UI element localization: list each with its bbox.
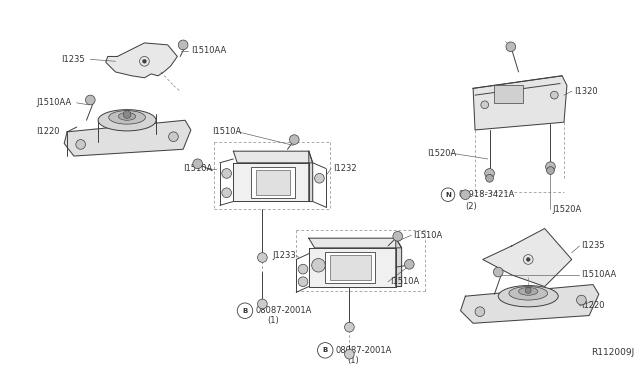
Ellipse shape xyxy=(499,286,558,307)
Bar xyxy=(330,254,371,280)
Text: R112009J: R112009J xyxy=(591,348,634,357)
Bar xyxy=(255,170,291,195)
Circle shape xyxy=(526,257,530,262)
Text: I1510A: I1510A xyxy=(212,127,241,137)
Circle shape xyxy=(312,259,325,272)
Circle shape xyxy=(484,169,494,178)
Polygon shape xyxy=(106,43,177,78)
Ellipse shape xyxy=(118,113,136,120)
Circle shape xyxy=(123,110,131,118)
Circle shape xyxy=(404,259,414,269)
Circle shape xyxy=(493,267,503,277)
Text: I1510AA: I1510AA xyxy=(191,46,226,55)
Circle shape xyxy=(550,91,558,99)
Circle shape xyxy=(257,299,268,309)
Circle shape xyxy=(344,349,354,359)
Text: 08087-2001A: 08087-2001A xyxy=(255,306,312,315)
Circle shape xyxy=(344,322,354,332)
Ellipse shape xyxy=(109,110,145,124)
Circle shape xyxy=(298,264,308,274)
Polygon shape xyxy=(396,238,401,286)
Ellipse shape xyxy=(98,110,156,131)
Polygon shape xyxy=(473,76,567,130)
Text: (1): (1) xyxy=(348,356,359,365)
Text: J1233: J1233 xyxy=(272,251,296,260)
Text: B: B xyxy=(323,347,328,353)
Text: I1520A: I1520A xyxy=(427,149,456,158)
Circle shape xyxy=(481,101,488,109)
Text: 08918-3421A: 08918-3421A xyxy=(459,190,515,199)
Circle shape xyxy=(86,95,95,105)
Polygon shape xyxy=(483,228,572,286)
Circle shape xyxy=(475,307,484,317)
Ellipse shape xyxy=(518,288,538,295)
Circle shape xyxy=(179,40,188,50)
Text: I1220: I1220 xyxy=(36,127,60,137)
Circle shape xyxy=(393,231,403,241)
Text: 08087-2001A: 08087-2001A xyxy=(336,346,392,355)
Circle shape xyxy=(143,60,147,63)
Circle shape xyxy=(525,288,531,293)
Bar xyxy=(494,86,524,103)
Text: (2): (2) xyxy=(465,202,477,211)
Bar xyxy=(251,167,295,198)
Polygon shape xyxy=(461,285,599,323)
Text: J1520A: J1520A xyxy=(552,205,582,214)
Text: I1510A: I1510A xyxy=(390,277,419,286)
Circle shape xyxy=(193,159,202,169)
Text: J1510AA: J1510AA xyxy=(36,98,72,108)
Polygon shape xyxy=(234,151,313,163)
Text: I1320: I1320 xyxy=(573,87,597,96)
Circle shape xyxy=(257,253,268,262)
Text: N: N xyxy=(445,192,451,198)
Ellipse shape xyxy=(509,286,548,300)
Circle shape xyxy=(506,42,516,52)
Text: I1235: I1235 xyxy=(581,241,605,250)
Bar xyxy=(325,252,376,283)
Text: B: B xyxy=(243,308,248,314)
Text: I1510A: I1510A xyxy=(413,231,442,240)
Polygon shape xyxy=(64,120,191,156)
Circle shape xyxy=(76,140,86,149)
Text: I1510A: I1510A xyxy=(183,164,212,173)
Text: I1510AA: I1510AA xyxy=(581,270,617,279)
Circle shape xyxy=(298,277,308,286)
Polygon shape xyxy=(308,238,401,248)
Circle shape xyxy=(315,173,324,183)
Circle shape xyxy=(577,295,586,305)
Text: I1235: I1235 xyxy=(61,55,85,64)
Text: (1): (1) xyxy=(268,316,279,325)
Polygon shape xyxy=(308,151,313,202)
Polygon shape xyxy=(234,163,308,202)
Circle shape xyxy=(546,162,556,171)
Circle shape xyxy=(222,188,232,198)
Circle shape xyxy=(486,174,493,182)
Circle shape xyxy=(547,167,554,174)
Circle shape xyxy=(222,169,232,178)
Circle shape xyxy=(289,135,299,144)
Text: I1232: I1232 xyxy=(333,164,356,173)
Circle shape xyxy=(168,132,179,141)
Polygon shape xyxy=(308,248,396,286)
Circle shape xyxy=(461,190,470,199)
Text: I1220: I1220 xyxy=(581,301,605,310)
